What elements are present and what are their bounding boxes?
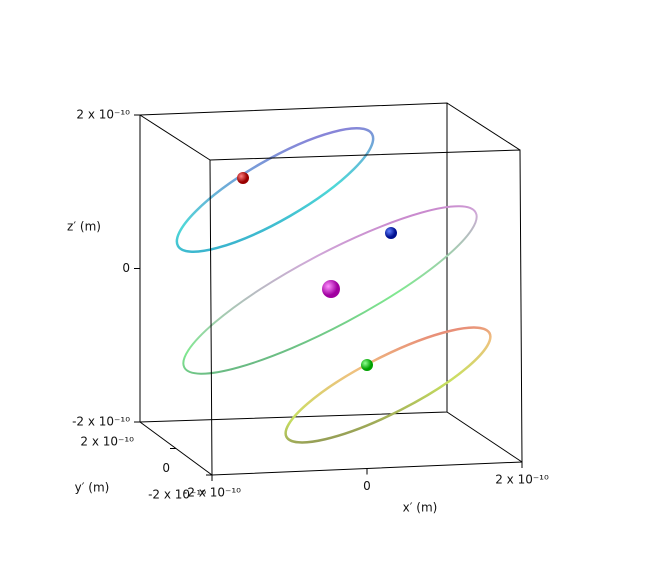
x-tick-label: 0	[363, 479, 371, 493]
edge	[139, 114, 211, 161]
z-tick-label: -2 x 10⁻¹⁰	[72, 415, 130, 429]
x-axis-label: x′ (m)	[403, 501, 438, 515]
z-tick-label: 2 x 10⁻¹⁰	[76, 108, 130, 122]
orbit	[175, 127, 375, 253]
edge	[446, 411, 523, 463]
y-tick-label: 2 x 10⁻¹⁰	[80, 435, 134, 449]
x-tick-label: -2 x 10⁻¹⁰	[183, 486, 241, 500]
orbit	[182, 205, 478, 375]
x-tick-label: 2 x 10⁻¹⁰	[495, 473, 549, 487]
edge	[446, 102, 521, 151]
particle	[361, 359, 373, 371]
z-axis-label: z′ (m)	[67, 220, 101, 234]
back-frame	[139, 102, 448, 423]
y-axis-label: y′ (m)	[75, 481, 110, 495]
z-tick-label: 0	[122, 261, 130, 275]
y-tick-label: -2 x 10⁻¹⁰	[148, 488, 206, 502]
particle	[237, 172, 249, 184]
particle	[385, 227, 397, 239]
particle	[322, 280, 340, 298]
orbit	[284, 326, 492, 444]
y-tick-label: 0	[162, 461, 170, 475]
